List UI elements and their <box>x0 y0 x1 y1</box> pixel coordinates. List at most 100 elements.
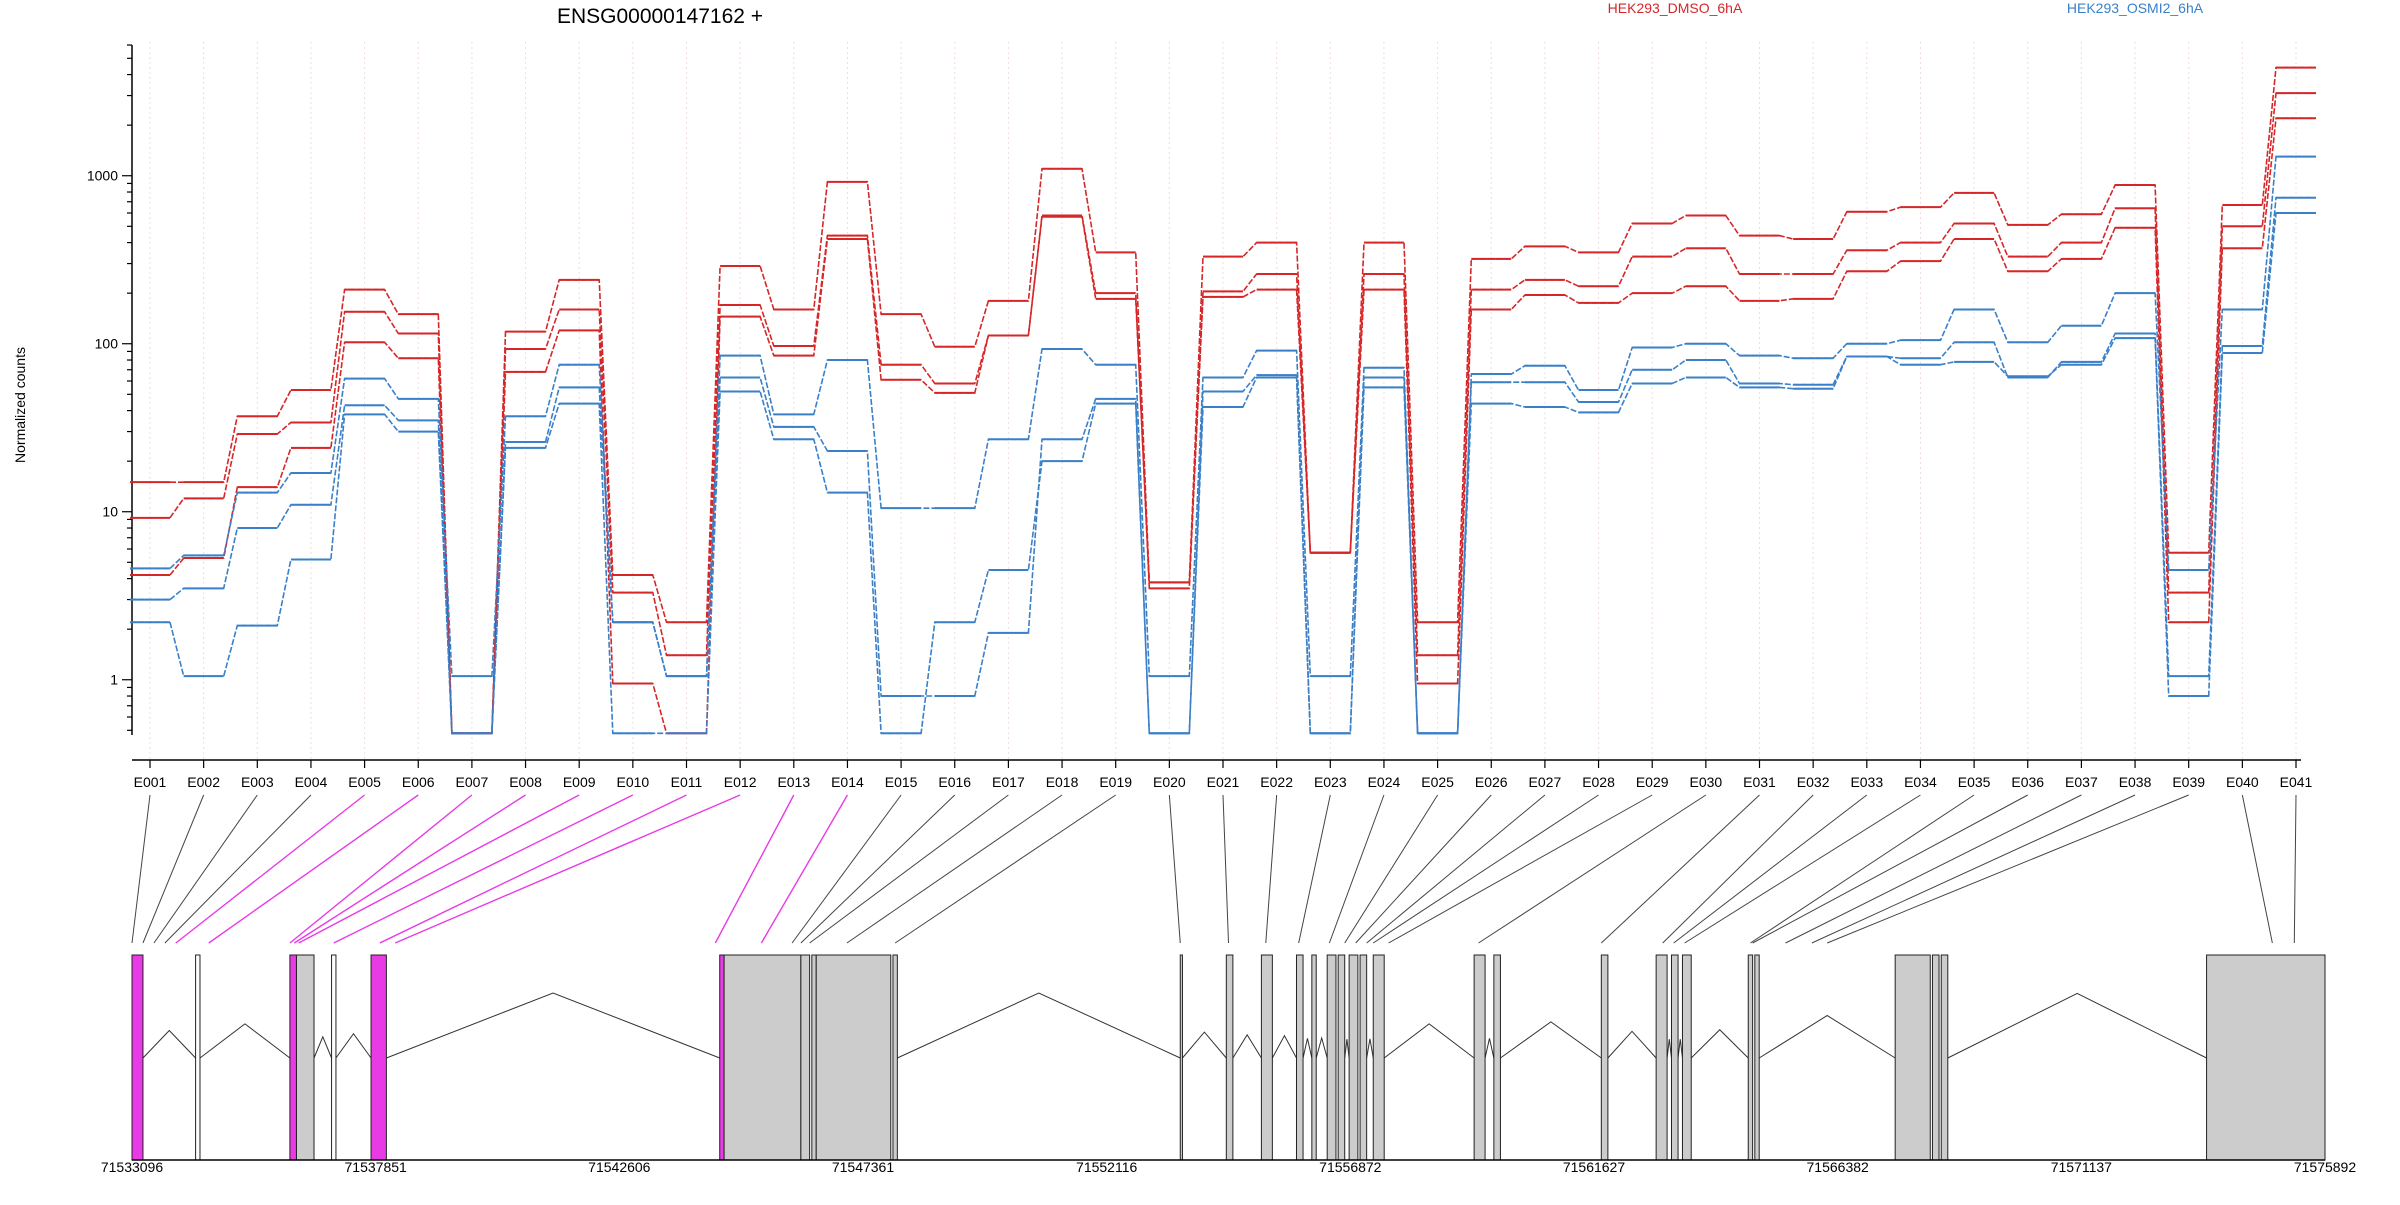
intron-line <box>335 1032 372 1059</box>
grid-lines <box>149 42 2297 760</box>
x-tick-label: E036 <box>2011 774 2044 790</box>
exon-block <box>800 954 811 1161</box>
exon-map-line <box>293 794 526 944</box>
exon-block <box>811 954 817 1161</box>
exon-block <box>1326 954 1337 1161</box>
x-tick-label: E012 <box>724 774 757 790</box>
exon-map-line <box>1328 794 1385 944</box>
intron-line <box>1666 1039 1672 1059</box>
exon-map-line <box>714 794 795 944</box>
exon-block <box>131 954 144 1161</box>
exon-block <box>1473 954 1486 1161</box>
intron-line <box>1302 1038 1313 1059</box>
exon-map-line <box>846 794 1063 944</box>
coordinate-label: 71537851 <box>345 1159 408 1175</box>
exon-block <box>1655 954 1668 1161</box>
y-tick-label: 10 <box>102 504 118 520</box>
coordinate-label: 71547361 <box>832 1159 895 1175</box>
x-tick-label: E037 <box>2065 774 2098 790</box>
exon-block <box>2206 954 2326 1161</box>
x-tick-label: E015 <box>885 774 918 790</box>
exon-map-line <box>131 794 151 944</box>
x-tick-label: E005 <box>348 774 381 790</box>
x-tick-label: E022 <box>1260 774 1293 790</box>
exon-map-line <box>333 794 634 944</box>
y-axis: 1 10 100 1000 <box>87 44 133 735</box>
legend-dmso: HEK293_DMSO_6hA <box>1608 0 1743 16</box>
x-tick-label: E038 <box>2119 774 2152 790</box>
exon-block <box>1295 954 1304 1161</box>
exon-block <box>723 954 802 1161</box>
intron-line <box>199 1023 291 1059</box>
exon-block <box>1493 954 1501 1161</box>
exon-map-line <box>1684 794 1921 944</box>
intron-line <box>1500 1021 1602 1059</box>
exon-map-line <box>1168 794 1181 944</box>
exon-map-line <box>289 794 473 944</box>
x-tick-label: E002 <box>187 774 220 790</box>
exon-block <box>1600 954 1609 1161</box>
exon-map-line <box>1600 794 1760 944</box>
exon-map-line <box>800 794 956 944</box>
intron-line <box>1315 1036 1328 1059</box>
exon-map-line <box>394 794 741 944</box>
exon-block <box>195 954 201 1161</box>
x-tick-label: E024 <box>1368 774 1401 790</box>
x-tick-label: E032 <box>1797 774 1830 790</box>
exon-map-line <box>175 794 366 944</box>
x-axis: E001 E002 E003 E004 E005 E006 E007 E008 E009 E010… <box>132 759 2313 790</box>
x-tick-label: E020 <box>1153 774 1186 790</box>
intron-line <box>1677 1039 1683 1059</box>
series-lines <box>130 66 2316 735</box>
x-tick-label: E021 <box>1207 774 1240 790</box>
exon-map-line <box>760 794 849 944</box>
x-tick-label: E006 <box>402 774 435 790</box>
exon-map-line <box>1372 794 1599 944</box>
exon-map-line <box>2241 794 2273 944</box>
exon-map-line <box>1265 794 1278 944</box>
exon-map-line <box>791 794 902 944</box>
exon-map-line <box>1478 794 1707 944</box>
exon-map-line <box>1785 794 2082 944</box>
x-tick-label: E039 <box>2172 774 2205 790</box>
intron-line <box>386 992 720 1059</box>
exon-map-line <box>153 794 258 944</box>
x-tick-label: E023 <box>1314 774 1347 790</box>
exon-map-line <box>379 794 687 944</box>
x-tick-label: E013 <box>777 774 810 790</box>
exon-block <box>1747 954 1754 1161</box>
exon-mapping-lines <box>131 794 2297 944</box>
exon-block <box>331 954 337 1161</box>
x-tick-label: E008 <box>509 774 542 790</box>
exon-block <box>1372 954 1385 1161</box>
coordinate-label: 71566382 <box>1807 1159 1870 1175</box>
x-tick-label: E031 <box>1743 774 1776 790</box>
exon-map-line <box>1388 794 1653 944</box>
exon-block <box>1260 954 1273 1161</box>
exon-map-line <box>2293 794 2297 944</box>
intron-line <box>313 1035 333 1059</box>
intron-line <box>1366 1038 1374 1059</box>
exon-block <box>1225 954 1234 1161</box>
x-tick-label: E019 <box>1099 774 1132 790</box>
intron-line <box>1690 1029 1749 1059</box>
exon-block <box>719 954 725 1161</box>
intron-line <box>1607 1030 1657 1059</box>
exon-block <box>1931 954 1940 1161</box>
exon-block <box>1940 954 1949 1161</box>
exon-map-line <box>1355 794 1492 944</box>
x-tick-label: E027 <box>1529 774 1562 790</box>
x-tick-label: E001 <box>134 774 167 790</box>
y-tick-label: 100 <box>95 336 119 352</box>
exon-map-line <box>164 794 312 944</box>
chart-title: ENSG00000147162 + <box>557 5 763 28</box>
exon-map-line <box>208 794 419 944</box>
x-tick-label: E041 <box>2280 774 2313 790</box>
x-tick-label: E034 <box>1904 774 1937 790</box>
y-axis-label: Normalized counts <box>12 347 28 463</box>
exon-block <box>1348 954 1359 1161</box>
x-tick-label: E025 <box>1421 774 1454 790</box>
exon-block <box>289 954 297 1161</box>
